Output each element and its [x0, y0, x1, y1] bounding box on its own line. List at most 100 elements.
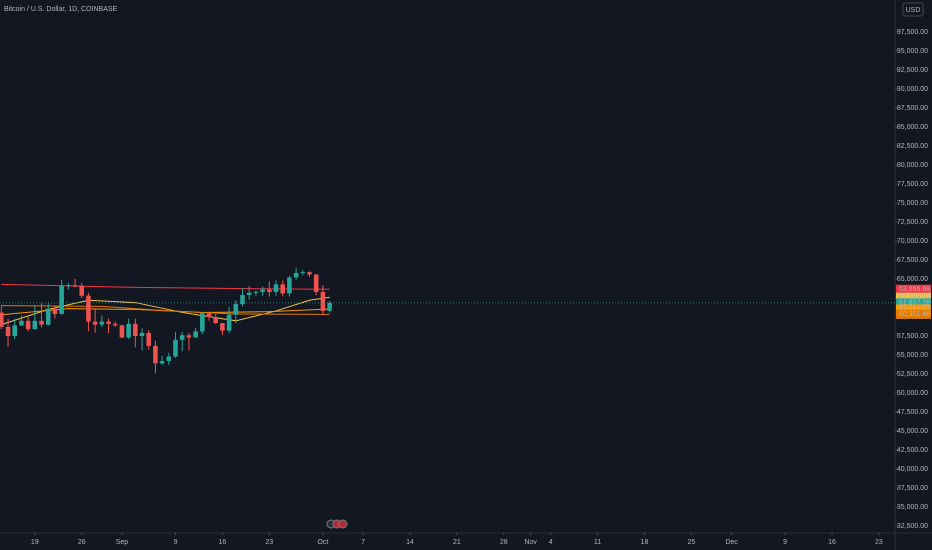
candle-body	[139, 332, 145, 337]
candle-body	[86, 295, 91, 322]
price-tag-label: 60,351.48	[899, 311, 930, 318]
x-tick-label: 21	[453, 539, 461, 546]
x-tick-label: 25	[687, 539, 695, 546]
candle-body	[206, 313, 212, 318]
candle-body	[246, 292, 252, 295]
candle-body	[253, 291, 259, 293]
x-tick-label: 16	[828, 539, 836, 546]
x-tick-label: 19	[31, 539, 39, 546]
candle-body	[5, 326, 11, 337]
chart-title: Bitcoin / U.S. Dollar, 1D, COINBASE	[4, 6, 118, 13]
candle-body	[112, 323, 118, 326]
candle-body	[220, 323, 225, 331]
candle-body	[293, 272, 299, 278]
candle-body	[119, 325, 125, 338]
candle-body	[193, 331, 198, 338]
x-tick-label: 14	[406, 539, 414, 546]
x-tick-label: Oct	[317, 539, 328, 546]
candle-body	[99, 321, 105, 325]
y-tick-label: 72,500.00	[897, 219, 928, 226]
candle-body	[307, 272, 312, 275]
candle-body	[273, 284, 279, 292]
candle-body	[153, 345, 158, 364]
candle-body	[233, 304, 239, 315]
candle-body	[59, 285, 64, 314]
candle-body	[267, 289, 272, 292]
candle-body	[106, 321, 111, 324]
y-tick-label: 37,500.00	[897, 485, 928, 492]
candle-body	[179, 335, 185, 340]
x-tick-label: 18	[641, 539, 649, 546]
currency: USD	[906, 7, 921, 14]
candle-body	[200, 313, 205, 332]
y-tick-label: 35,000.00	[897, 504, 928, 511]
event-icons[interactable]	[326, 519, 348, 529]
candle-body	[313, 274, 319, 292]
candle-body	[300, 272, 306, 274]
candle-body	[25, 320, 31, 330]
y-tick-label: 65,000.00	[897, 276, 928, 283]
x-tick-label: 23	[265, 539, 273, 546]
y-tick-label: 97,500.00	[897, 29, 928, 36]
y-tick-label: 40,000.00	[897, 466, 928, 473]
y-tick-label: 82,500.00	[897, 143, 928, 150]
x-tick-label: Nov	[524, 539, 537, 546]
candle-body	[126, 323, 131, 338]
y-tick-label: 42,500.00	[897, 447, 928, 454]
y-tick-label: 50,000.00	[897, 390, 928, 397]
candle-body	[52, 308, 58, 314]
price-tag-label: 62,599.81	[899, 294, 930, 301]
x-tick-label: 11	[594, 539, 601, 546]
x-tick-label: 28	[500, 539, 508, 546]
x-tick-label: Sep	[116, 539, 129, 546]
x-tick-label: 4	[549, 539, 553, 546]
moving-average	[1, 305, 330, 315]
y-tick-label: 47,500.00	[897, 409, 928, 416]
y-tick-label: 57,500.00	[897, 333, 928, 340]
price-tag	[896, 309, 931, 319]
candle-body	[79, 285, 85, 296]
candle-body	[166, 356, 172, 362]
candle-body	[19, 320, 24, 326]
candle-body	[320, 291, 326, 311]
price-tag-label: 61,055.71	[899, 306, 930, 313]
y-tick-label: 85,000.00	[897, 124, 928, 131]
currency-box[interactable]	[902, 2, 924, 17]
candle-body	[146, 332, 151, 346]
x-tick-label: 23	[875, 539, 883, 546]
x-tick-label: 26	[78, 539, 86, 546]
price-tag	[896, 284, 931, 294]
y-tick-label: 92,500.00	[897, 67, 928, 74]
candle-body	[72, 285, 78, 287]
candle-body	[186, 335, 192, 338]
candle-body	[32, 320, 38, 330]
candle-body	[66, 285, 71, 287]
candle-body	[133, 323, 138, 337]
candle-body	[226, 314, 232, 331]
candle-body	[12, 325, 18, 337]
y-tick-label: 70,000.00	[897, 238, 928, 245]
x-tick-label: 9	[783, 539, 787, 546]
x-tick-label: Dec	[725, 539, 738, 546]
y-tick-label: 32,500.00	[897, 523, 928, 530]
candle-body	[287, 277, 292, 294]
y-tick-label: 90,000.00	[897, 86, 928, 93]
candle-body	[159, 361, 165, 364]
x-tick-label: 9	[174, 539, 178, 546]
candle-body	[0, 312, 4, 327]
price-tag	[896, 298, 931, 308]
y-tick-label: 80,000.00	[897, 162, 928, 169]
y-tick-label: 45,000.00	[897, 428, 928, 435]
candle-body	[327, 302, 332, 311]
candle-body	[45, 308, 51, 325]
price-tag	[896, 304, 931, 314]
price-tag-label: 61,857.28	[899, 300, 930, 307]
price-tag-label: 63,655.99	[899, 286, 930, 293]
x-tick-label: 16	[219, 539, 227, 546]
y-tick-label: 55,000.00	[897, 352, 928, 359]
y-tick-label: 95,000.00	[897, 48, 928, 55]
candle-body	[173, 339, 178, 357]
y-tick-label: 75,000.00	[897, 200, 928, 207]
